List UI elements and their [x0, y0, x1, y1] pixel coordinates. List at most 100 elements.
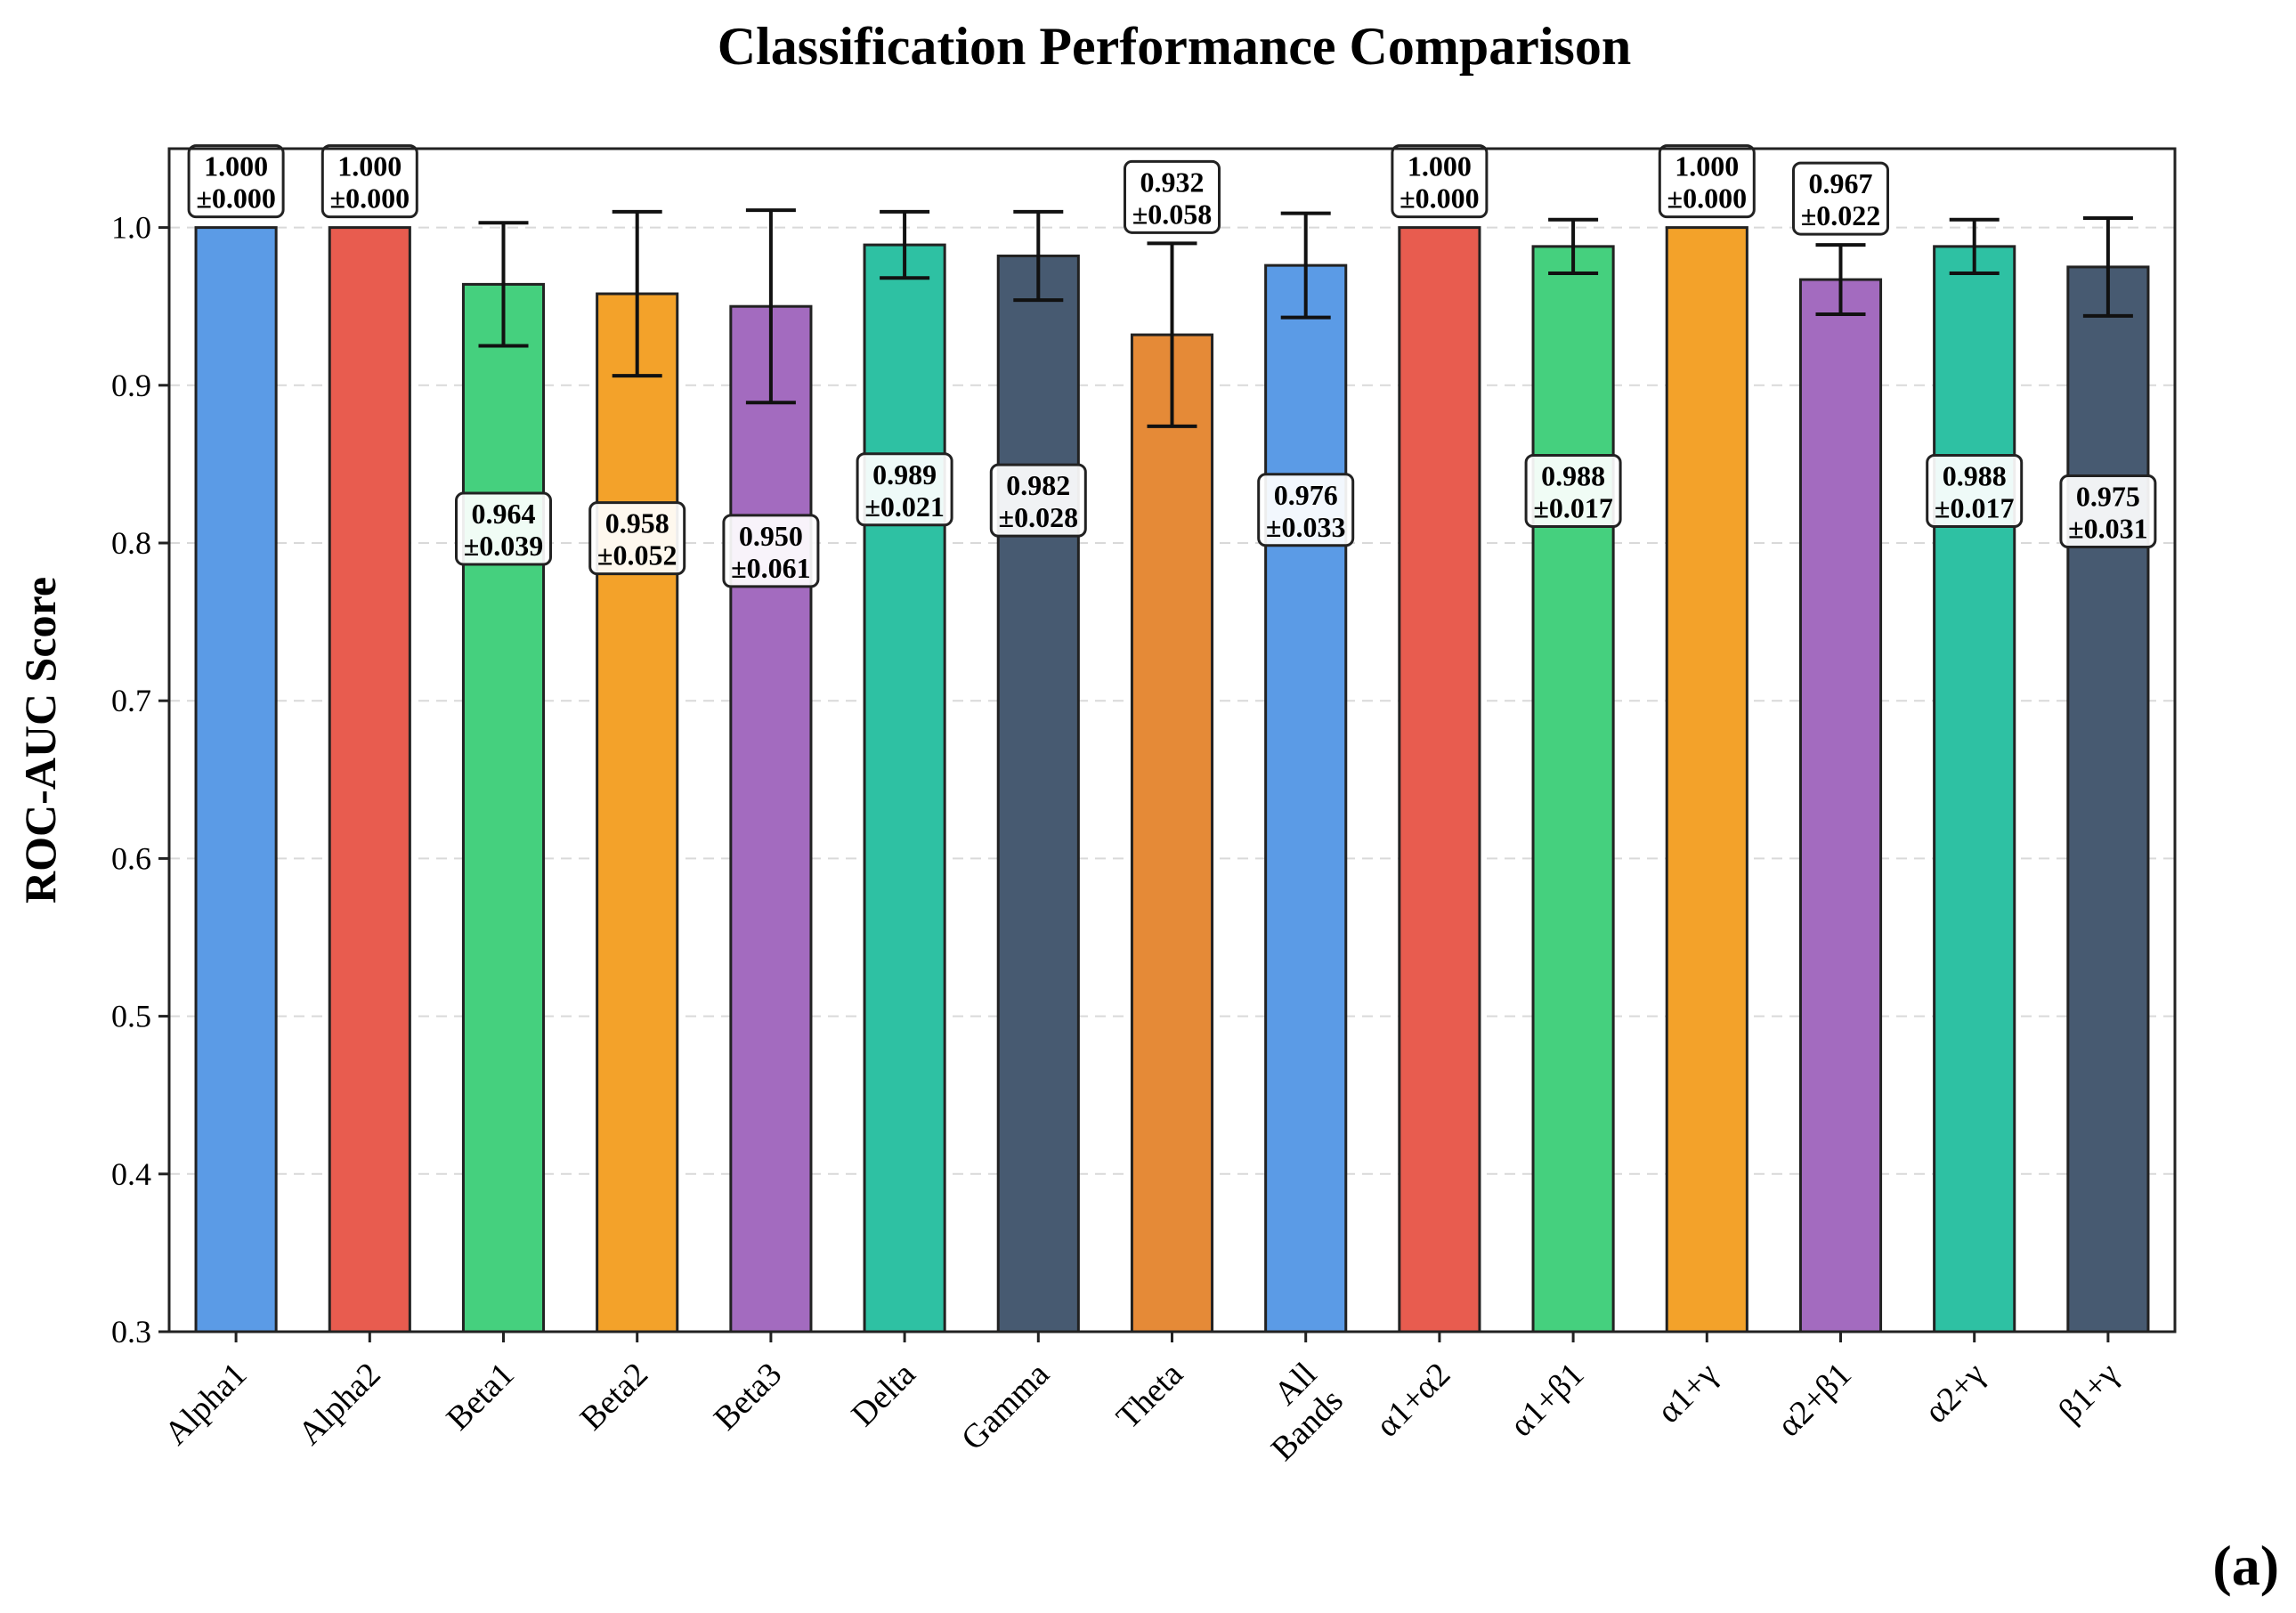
data-label: 0.989±0.021	[856, 452, 953, 527]
bar	[2066, 265, 2150, 1333]
data-label-value: 1.000	[1408, 150, 1472, 182]
x-tick-label: Beta3	[707, 1356, 789, 1438]
bar	[1933, 245, 2016, 1333]
bar	[328, 226, 411, 1333]
data-label-box	[1926, 454, 2024, 529]
x-tick-label: Alpha2	[291, 1356, 388, 1453]
y-tick-label: 1.0	[111, 210, 151, 246]
x-tick-label-line: β1+γ	[2051, 1356, 2126, 1431]
data-label-value: 0.958	[605, 507, 669, 539]
data-label-box	[1524, 454, 1622, 529]
x-tick-label: α2+β1	[1770, 1356, 1858, 1444]
x-tick-label: Theta	[1109, 1356, 1190, 1437]
data-label: 1.000±0.000	[1658, 144, 1756, 219]
x-tick-label: Gamma	[954, 1356, 1057, 1458]
x-tick-label: Delta	[845, 1356, 923, 1434]
data-label-error: ±0.017	[1935, 492, 2015, 524]
x-tick-label-line: α2+β1	[1770, 1356, 1858, 1444]
x-tick-label-line: α1+γ	[1650, 1356, 1724, 1431]
y-tick-label: 0.5	[111, 999, 151, 1034]
x-tick-label: β1+γ	[2051, 1356, 2126, 1431]
data-label-box	[722, 514, 820, 588]
y-tick-label: 0.4	[111, 1156, 151, 1192]
x-tick-label: Beta1	[439, 1356, 521, 1438]
data-label-value: 0.988	[1541, 460, 1605, 492]
x-tick-label-line: Alpha1	[158, 1356, 255, 1453]
x-tick-label: α1+γ	[1650, 1356, 1724, 1431]
y-tick-label: 0.8	[111, 525, 151, 561]
x-tick-label-line: Beta1	[439, 1356, 521, 1438]
bar	[461, 282, 546, 1333]
data-label-value: 1.000	[337, 150, 402, 182]
y-tick-label: 0.6	[111, 840, 151, 876]
y-axis-label: ROC-AUC Score	[15, 577, 65, 904]
bar	[729, 304, 813, 1333]
data-label-error: ±0.021	[864, 490, 945, 523]
x-tick-label: α2+γ	[1918, 1356, 1992, 1431]
data-label-value: 0.964	[472, 498, 536, 530]
data-label: 0.958±0.052	[588, 501, 686, 576]
data-label-value: 0.989	[872, 458, 937, 490]
x-tick-label: Beta2	[573, 1356, 655, 1438]
bars	[194, 226, 2150, 1333]
bar	[596, 292, 679, 1333]
data-label-error: ±0.061	[731, 552, 811, 584]
data-label-error: ±0.000	[1400, 182, 1480, 215]
x-tick-label: Alpha1	[158, 1356, 255, 1453]
data-label-error: ±0.000	[330, 182, 410, 215]
data-label-value: 0.976	[1274, 479, 1338, 511]
bar	[996, 254, 1080, 1333]
data-label-box	[1391, 144, 1489, 219]
data-label: 0.982±0.028	[989, 463, 1087, 538]
data-label-box	[320, 144, 418, 219]
data-label: 0.988±0.017	[1524, 454, 1622, 529]
y-tick-label: 0.3	[111, 1314, 151, 1350]
data-label: 0.932±0.058	[1124, 159, 1221, 234]
data-label-box	[1792, 161, 1889, 236]
data-label-error: ±0.000	[1667, 182, 1748, 215]
y-tick-label: 0.7	[111, 683, 151, 718]
x-tick-label: AllBands	[1237, 1356, 1351, 1469]
bar	[1398, 226, 1481, 1333]
data-label-error: ±0.031	[2068, 513, 2148, 545]
x-tick-label: α1+β1	[1503, 1356, 1591, 1444]
data-label: 0.967±0.022	[1792, 161, 1889, 236]
chart-title: Classification Performance Comparison	[718, 17, 1632, 76]
data-label-value: 0.932	[1140, 166, 1205, 198]
x-tick-label-line: Alpha2	[291, 1356, 388, 1453]
x-tick-label: α1+α2	[1368, 1356, 1457, 1445]
x-tick-label-line: α1+α2	[1368, 1356, 1457, 1445]
data-label-value: 0.967	[1809, 167, 1873, 199]
data-label-error: ±0.017	[1533, 492, 1613, 524]
y-axis-ticks: 0.3 0.4 0.5 0.6 0.7 0.8 0.9 1.0	[111, 210, 169, 1350]
data-label-error: ±0.022	[1801, 199, 1881, 231]
data-label: 0.975±0.031	[2059, 474, 2157, 549]
data-label-box	[2059, 474, 2157, 549]
x-axis-ticks: Alpha1 Alpha2 Beta1 Beta2 Beta3 Delta Gamma The…	[158, 1332, 2126, 1469]
bar	[1665, 226, 1748, 1333]
data-label-error: ±0.039	[464, 530, 544, 562]
x-tick-label-line: Theta	[1109, 1356, 1190, 1437]
data-label-box	[187, 144, 285, 219]
bar	[1798, 278, 1883, 1333]
data-label-box	[1658, 144, 1756, 219]
data-label-value: 1.000	[204, 150, 268, 182]
x-tick-label-line: Beta3	[707, 1356, 789, 1438]
data-label: 0.988±0.017	[1926, 454, 2024, 529]
x-tick-label-line: Beta2	[573, 1356, 655, 1438]
data-label: 1.000±0.000	[1391, 144, 1489, 219]
data-label: 0.964±0.039	[455, 491, 552, 566]
bar	[863, 243, 946, 1333]
panel-label: (a)	[2212, 1534, 2279, 1597]
x-tick-label-line: α2+γ	[1918, 1356, 1992, 1431]
bar	[1130, 333, 1214, 1333]
data-label: 1.000±0.000	[187, 144, 285, 219]
error-bars	[478, 208, 2133, 428]
data-label-error: ±0.000	[196, 182, 276, 215]
data-label-box	[1257, 473, 1355, 547]
data-labels: 1.000±0.0001.000±0.0000.964±0.0390.958±0…	[187, 144, 2157, 588]
data-label-box	[588, 501, 686, 576]
data-label-error: ±0.058	[1132, 198, 1213, 230]
x-tick-label-line: α1+β1	[1503, 1356, 1591, 1444]
